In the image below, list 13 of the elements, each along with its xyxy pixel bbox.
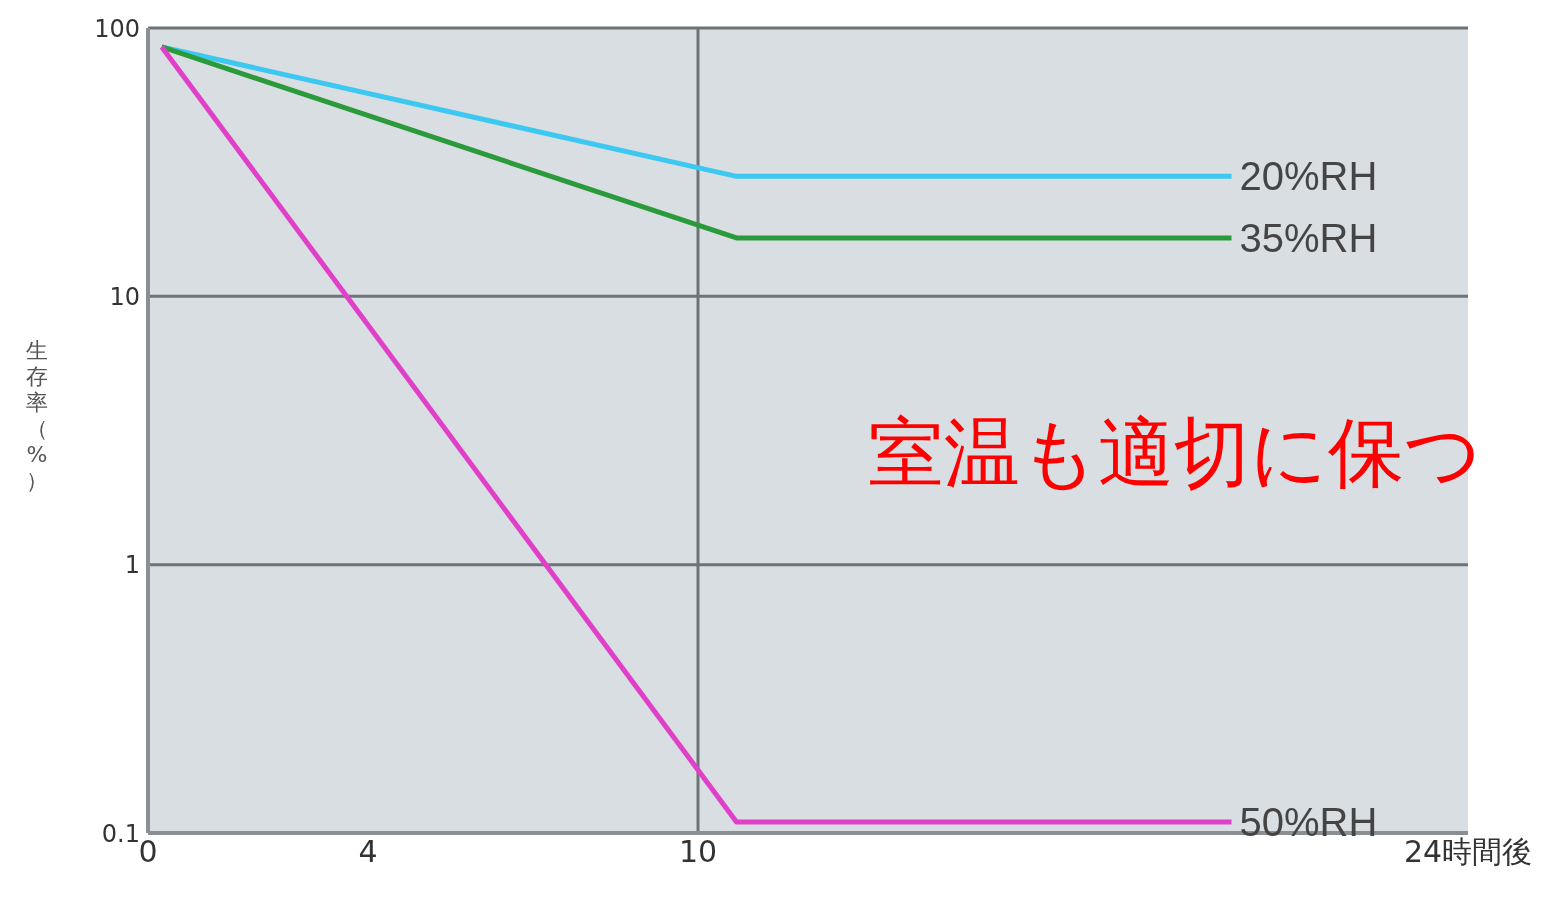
series-label: 20%RH xyxy=(1239,154,1378,199)
y-tick-label: 10 xyxy=(109,282,140,311)
y-tick-label: 0.1 xyxy=(101,819,140,848)
series-label: 35%RH xyxy=(1239,215,1378,260)
x-tick-label: 0 xyxy=(138,834,158,870)
y-tick-label: 100 xyxy=(94,14,140,43)
x-tick-label: 24時間後 xyxy=(1403,834,1533,870)
series-label: 50%RH xyxy=(1239,799,1378,844)
y-axis-title: 生存率（%） xyxy=(25,338,49,494)
y-tick-label: 1 xyxy=(124,551,140,580)
x-tick-label: 4 xyxy=(358,834,378,870)
x-tick-label: 10 xyxy=(678,834,718,870)
annotation: 室温も適切に保つ xyxy=(868,407,1482,499)
